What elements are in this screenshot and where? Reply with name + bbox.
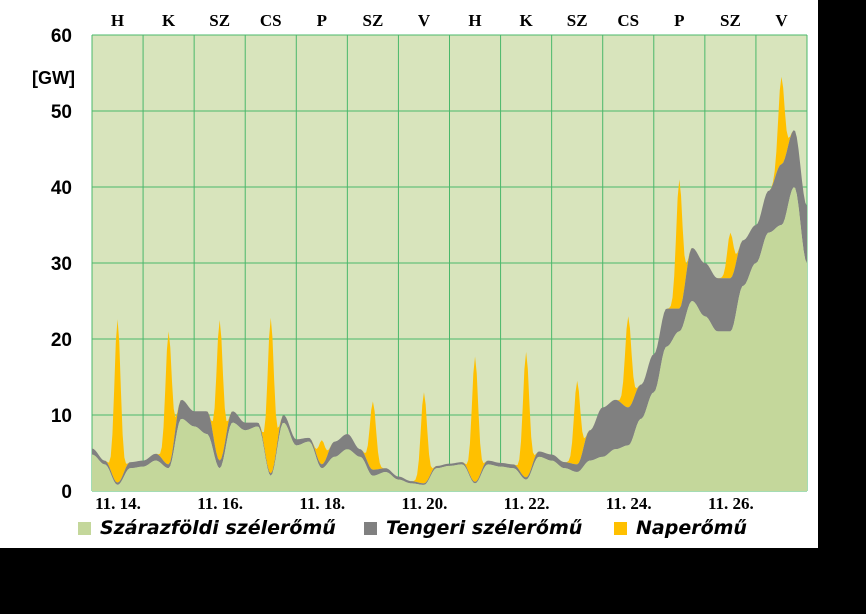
y-tick-label: 20 [51, 330, 72, 351]
x-tick-label: 11. 20. [402, 494, 448, 513]
day-label: SZ [720, 11, 741, 30]
x-axis-date-labels: 11. 14. 11. 16. 11. 18. 11. 20. 11. 22. 11. 2… [95, 494, 754, 513]
day-label: CS [617, 11, 639, 30]
legend-swatch-tengeri [364, 521, 377, 535]
day-label: K [519, 11, 533, 30]
legend-item-tengeri: Tengeri szélerőmű [364, 514, 582, 542]
x-tick-label: 11. 14. [95, 494, 141, 513]
day-label: CS [260, 11, 282, 30]
area-series [92, 76, 807, 492]
day-label: P [317, 11, 327, 30]
area-series-naperomu [92, 76, 807, 484]
day-label: P [674, 11, 684, 30]
y-tick-label: 10 [51, 406, 72, 427]
y-axis-label: [GW] [32, 68, 75, 88]
y-tick-label: 50 [51, 102, 72, 123]
grid-lines [91, 34, 808, 492]
legend-item-naperomu: Naperőmű [614, 514, 747, 542]
legend-label-naperomu: Naperőmű [636, 517, 747, 539]
day-label: V [775, 11, 788, 30]
y-tick-label: 40 [51, 178, 72, 199]
legend-label-tengeri: Tengeri szélerőmű [386, 517, 583, 539]
x-tick-label: 11. 24. [606, 494, 652, 513]
x-axis-day-labels: H K SZ CS P SZ V H K SZ CS P SZ V [111, 11, 788, 30]
x-tick-label: 11. 16. [197, 494, 243, 513]
y-axis-ticks: 0 10 20 30 40 50 60 [51, 26, 72, 503]
area-series-szarazfoldi [92, 187, 807, 492]
x-tick-label: 11. 26. [708, 494, 754, 513]
day-label: SZ [362, 11, 383, 30]
day-label: SZ [209, 11, 230, 30]
day-label: V [418, 11, 431, 30]
x-tick-label: 11. 18. [299, 494, 345, 513]
legend-item-szarazfoldi: Szárazföldi szélerőmű [78, 514, 336, 542]
day-label: SZ [567, 11, 588, 30]
day-label: K [162, 11, 176, 30]
legend-swatch-szarazfoldi [78, 521, 91, 535]
x-tick-label: 11. 22. [504, 494, 550, 513]
day-label: H [468, 11, 481, 30]
y-tick-label: 0 [61, 482, 72, 503]
y-tick-label: 60 [51, 26, 72, 47]
day-label: H [111, 11, 124, 30]
legend-label-szarazfoldi: Szárazföldi szélerőmű [100, 517, 336, 539]
legend-swatch-naperomu [614, 521, 627, 535]
y-tick-label: 30 [51, 254, 72, 275]
